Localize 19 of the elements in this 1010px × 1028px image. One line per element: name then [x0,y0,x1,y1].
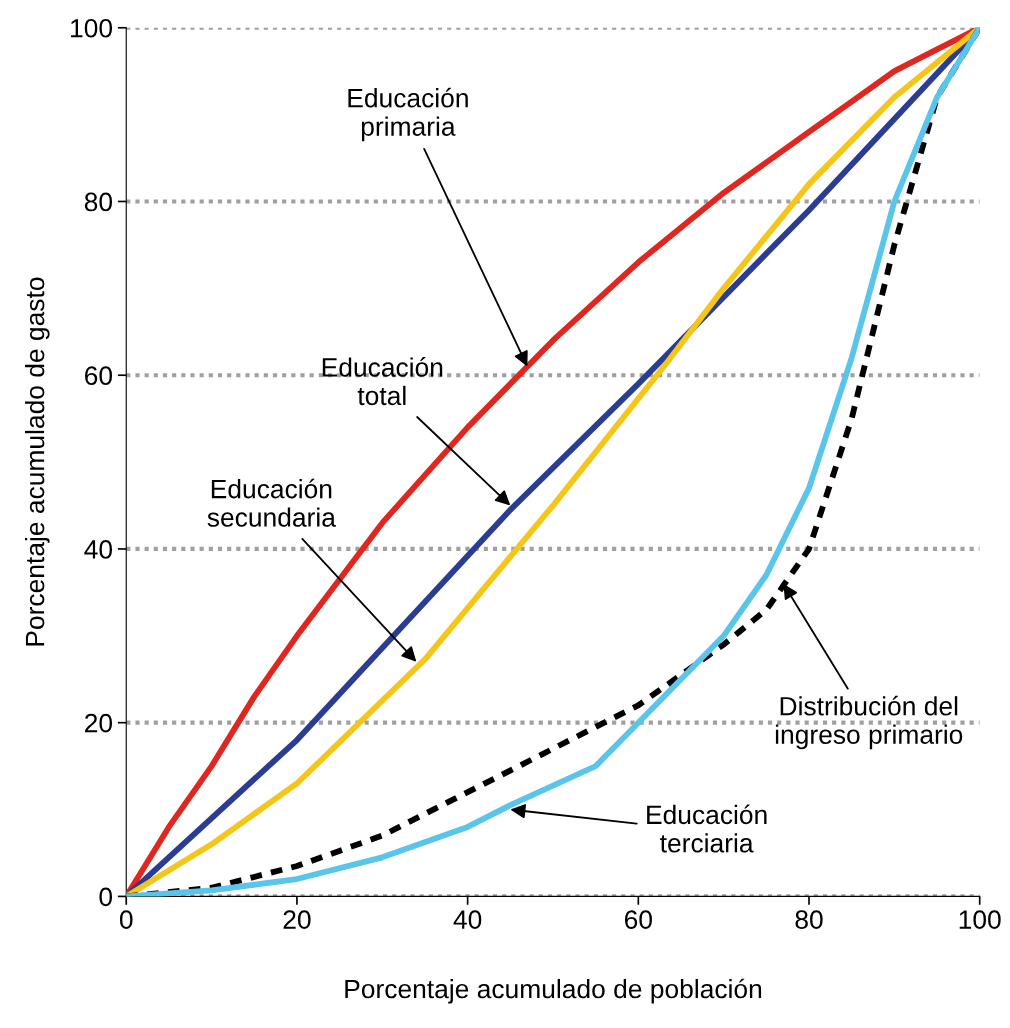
y-tick-label: 40 [84,540,113,559]
y-tick-label: 0 [99,887,113,907]
annotation: Educación total [322,357,443,406]
x-tick-label: 40 [453,910,482,929]
y-tick-label: 100 [71,18,113,38]
x-tick-label: 100 [959,910,1001,929]
x-tick-label: 60 [624,910,652,929]
annotation: Educación secundaria [207,478,336,527]
y-tick-label: 80 [84,192,113,212]
y-tick-label: 20 [85,713,113,733]
x-tick-label: 80 [795,910,823,929]
annotation: Educación primaria [348,87,468,142]
annotation: Distribución del ingreso primario [775,695,963,750]
annotation: Educación terciaria [647,804,767,853]
y-axis-title: Porcentaje acumulado de gasto [24,277,50,646]
y-tick-label: 60 [85,366,113,386]
x-tick-label: 20 [283,910,311,929]
x-tick-label: 0 [119,910,133,929]
x-axis-title: Porcentaje acumulado de población [345,978,762,1004]
